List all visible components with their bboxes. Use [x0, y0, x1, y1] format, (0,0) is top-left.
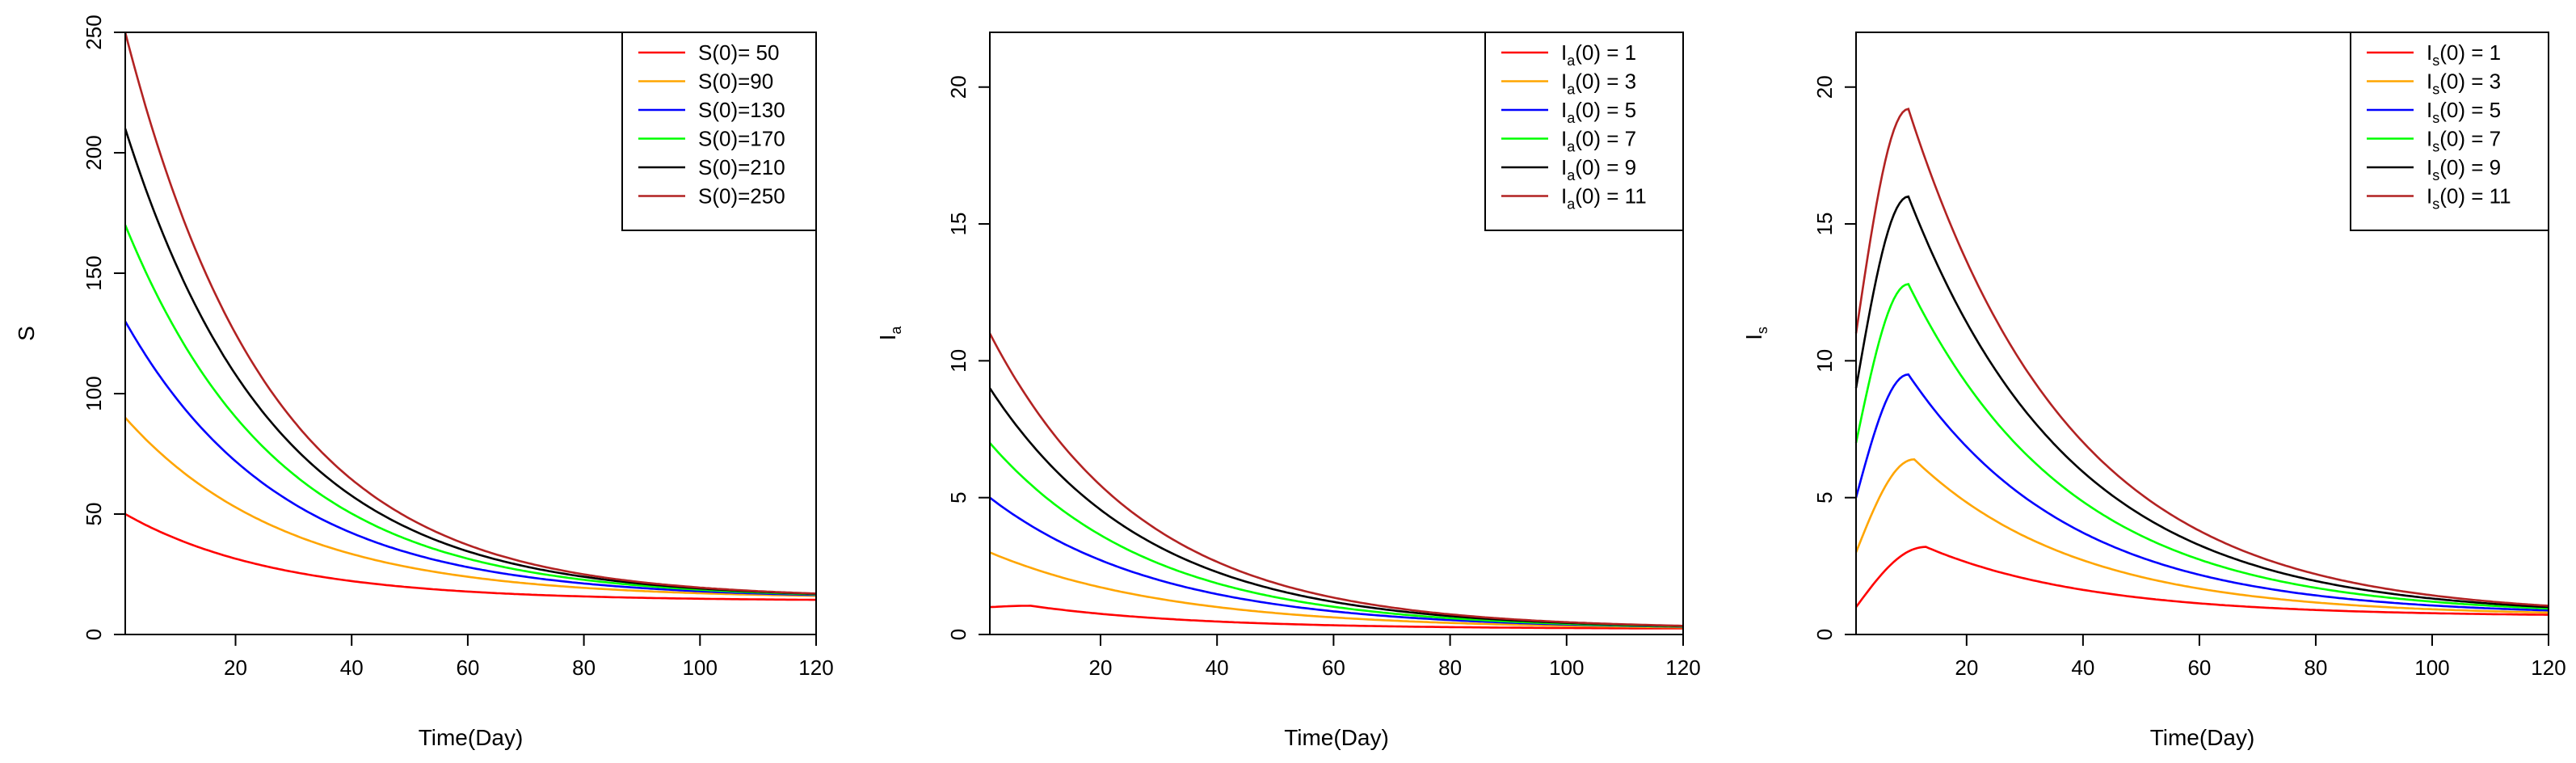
legend-label-Ia-0: Ia(0) = 1: [1561, 40, 1636, 69]
legend-label-Ia-4: Ia(0) = 9: [1561, 155, 1636, 183]
legend-label-Ia-2: Ia(0) = 5: [1561, 98, 1636, 126]
legend-label-Ia-3: Ia(0) = 7: [1561, 127, 1636, 155]
legend-label-S-3: S(0)=170: [698, 127, 785, 151]
series-line-Is-2: [1854, 373, 2549, 612]
x-tick-label-S-40: 40: [340, 656, 364, 680]
series-line-Ia-1: [989, 551, 1683, 629]
y-tick-label-Is-5: 5: [1812, 491, 1837, 503]
series-line-Ia-5: [988, 332, 1684, 627]
y-tick-label-Is-10: 10: [1812, 349, 1837, 373]
plot-frame-Is: [1855, 32, 2549, 635]
series-line-S-2: [124, 320, 817, 596]
x-tick-label-S-80: 80: [572, 656, 596, 680]
legend-label-S-4: S(0)=210: [698, 155, 785, 179]
y-tick-label-S-50: 50: [82, 503, 106, 526]
legend-label-Is-3: Is(0) = 7: [2427, 127, 2501, 155]
x-tick-label-Is-20: 20: [1955, 656, 1978, 680]
y-tick-label-S-150: 150: [82, 255, 106, 290]
series-line-Is-0: [1854, 546, 2549, 616]
x-tick-label-Ia-80: 80: [1438, 656, 1462, 680]
x-tick-label-Is-60: 60: [2187, 656, 2211, 680]
legend-label-Is-5: Is(0) = 11: [2427, 184, 2511, 213]
series-line-Is-3: [1854, 283, 2549, 610]
series-line-Is-1: [1854, 457, 2549, 614]
x-tick-label-Ia-120: 120: [1665, 656, 1700, 680]
y-tick-label-Ia-20: 20: [946, 75, 970, 99]
y-axis-label-S: S: [14, 326, 39, 341]
series-line-S-1: [124, 416, 816, 597]
x-tick-label-Ia-20: 20: [1089, 656, 1113, 680]
legend-label-S-0: S(0)= 50: [698, 40, 779, 65]
legend-label-Is-1: Is(0) = 3: [2427, 70, 2501, 98]
x-axis-label-Ia: Time(Day): [1284, 725, 1389, 750]
x-tick-label-Is-40: 40: [2071, 656, 2094, 680]
series-line-S-0: [124, 512, 816, 601]
legend-Ia: Ia(0) = 1Ia(0) = 3Ia(0) = 5Ia(0) = 7Ia(0…: [1484, 32, 1684, 231]
y-tick-label-Ia-5: 5: [946, 491, 970, 503]
y-tick-label-Is-0: 0: [1812, 629, 1837, 640]
panel-Is: 20 40 60 80 100 120 0 5 10 15 20 Time(Day) Is Is(0) =…: [1741, 32, 2566, 750]
legend-box-Is: [2350, 32, 2549, 231]
series-line-Is-4: [1854, 195, 2549, 609]
series-line-Is-5: [1854, 107, 2549, 607]
x-axis-label-Is: Time(Day): [2150, 725, 2255, 750]
x-axis-label-S: Time(Day): [419, 725, 524, 750]
plot-frame-S: [124, 32, 817, 635]
legend-label-S-1: S(0)=90: [698, 70, 773, 94]
legend-label-S-5: S(0)=250: [698, 184, 785, 209]
y-tick-label-S-100: 100: [82, 376, 106, 411]
y-tick-label-Is-20: 20: [1812, 75, 1837, 99]
x-tick-label-Ia-100: 100: [1549, 656, 1584, 680]
legend-label-Is-4: Is(0) = 9: [2427, 155, 2501, 183]
y-axis-label-Ia: Ia: [875, 326, 904, 341]
y-tick-label-S-0: 0: [82, 629, 106, 640]
legend-label-Ia-5: Ia(0) = 11: [1561, 184, 1647, 213]
series-line-Ia-4: [988, 387, 1684, 627]
legend-box-Ia: [1484, 32, 1684, 231]
y-tick-label-Ia-10: 10: [946, 349, 970, 373]
y-tick-label-Ia-0: 0: [946, 629, 970, 640]
x-tick-label-Is-120: 120: [2531, 656, 2565, 680]
x-tick-label-S-100: 100: [683, 656, 718, 680]
x-tick-label-S-120: 120: [798, 656, 833, 680]
x-tick-label-Is-80: 80: [2304, 656, 2327, 680]
legend-box-S: [621, 32, 817, 231]
x-tick-label-Ia-60: 60: [1322, 656, 1345, 680]
y-axis-label-Is: Is: [1741, 327, 1770, 340]
legend-Is: Is(0) = 1Is(0) = 3Is(0) = 5Is(0) = 7Is(0…: [2350, 32, 2549, 231]
y-axis-label-text-Is: Is: [1741, 327, 1770, 340]
series-line-S-5: [124, 32, 817, 595]
panel-S: 20 40 60 80 100 120 0 50 100 150 200 250 Time(Day) S S…: [14, 15, 834, 750]
legend-label-Is-0: Is(0) = 1: [2427, 40, 2501, 69]
y-tick-label-S-200: 200: [82, 135, 106, 170]
legend-label-Ia-1: Ia(0) = 3: [1561, 70, 1636, 98]
y-axis-label-text-S: S: [14, 326, 39, 341]
y-axis-label-text-Ia: Ia: [875, 326, 904, 341]
series-line-S-3: [124, 224, 817, 596]
x-tick-label-Is-100: 100: [2414, 656, 2449, 680]
panel-Ia: 20 40 60 80 100 120 0 5 10 15 20 Time(Day) Ia Ia(0) =…: [875, 32, 1701, 750]
x-tick-label-S-60: 60: [456, 656, 479, 680]
x-tick-label-S-20: 20: [224, 656, 247, 680]
legend-label-Is-2: Is(0) = 5: [2427, 98, 2501, 126]
y-tick-label-S-250: 250: [82, 15, 106, 49]
series-line-Ia-0: [989, 605, 1683, 630]
legend-S: S(0)= 50 S(0)=90 S(0)=130 S(0)=170 S(0)=210 S…: [621, 32, 817, 231]
legend-label-S-2: S(0)=130: [698, 98, 785, 122]
y-tick-label-Is-15: 15: [1812, 213, 1837, 236]
plot-frame-Ia: [989, 32, 1684, 635]
x-tick-label-Ia-40: 40: [1206, 656, 1229, 680]
y-tick-label-Ia-15: 15: [946, 213, 970, 236]
